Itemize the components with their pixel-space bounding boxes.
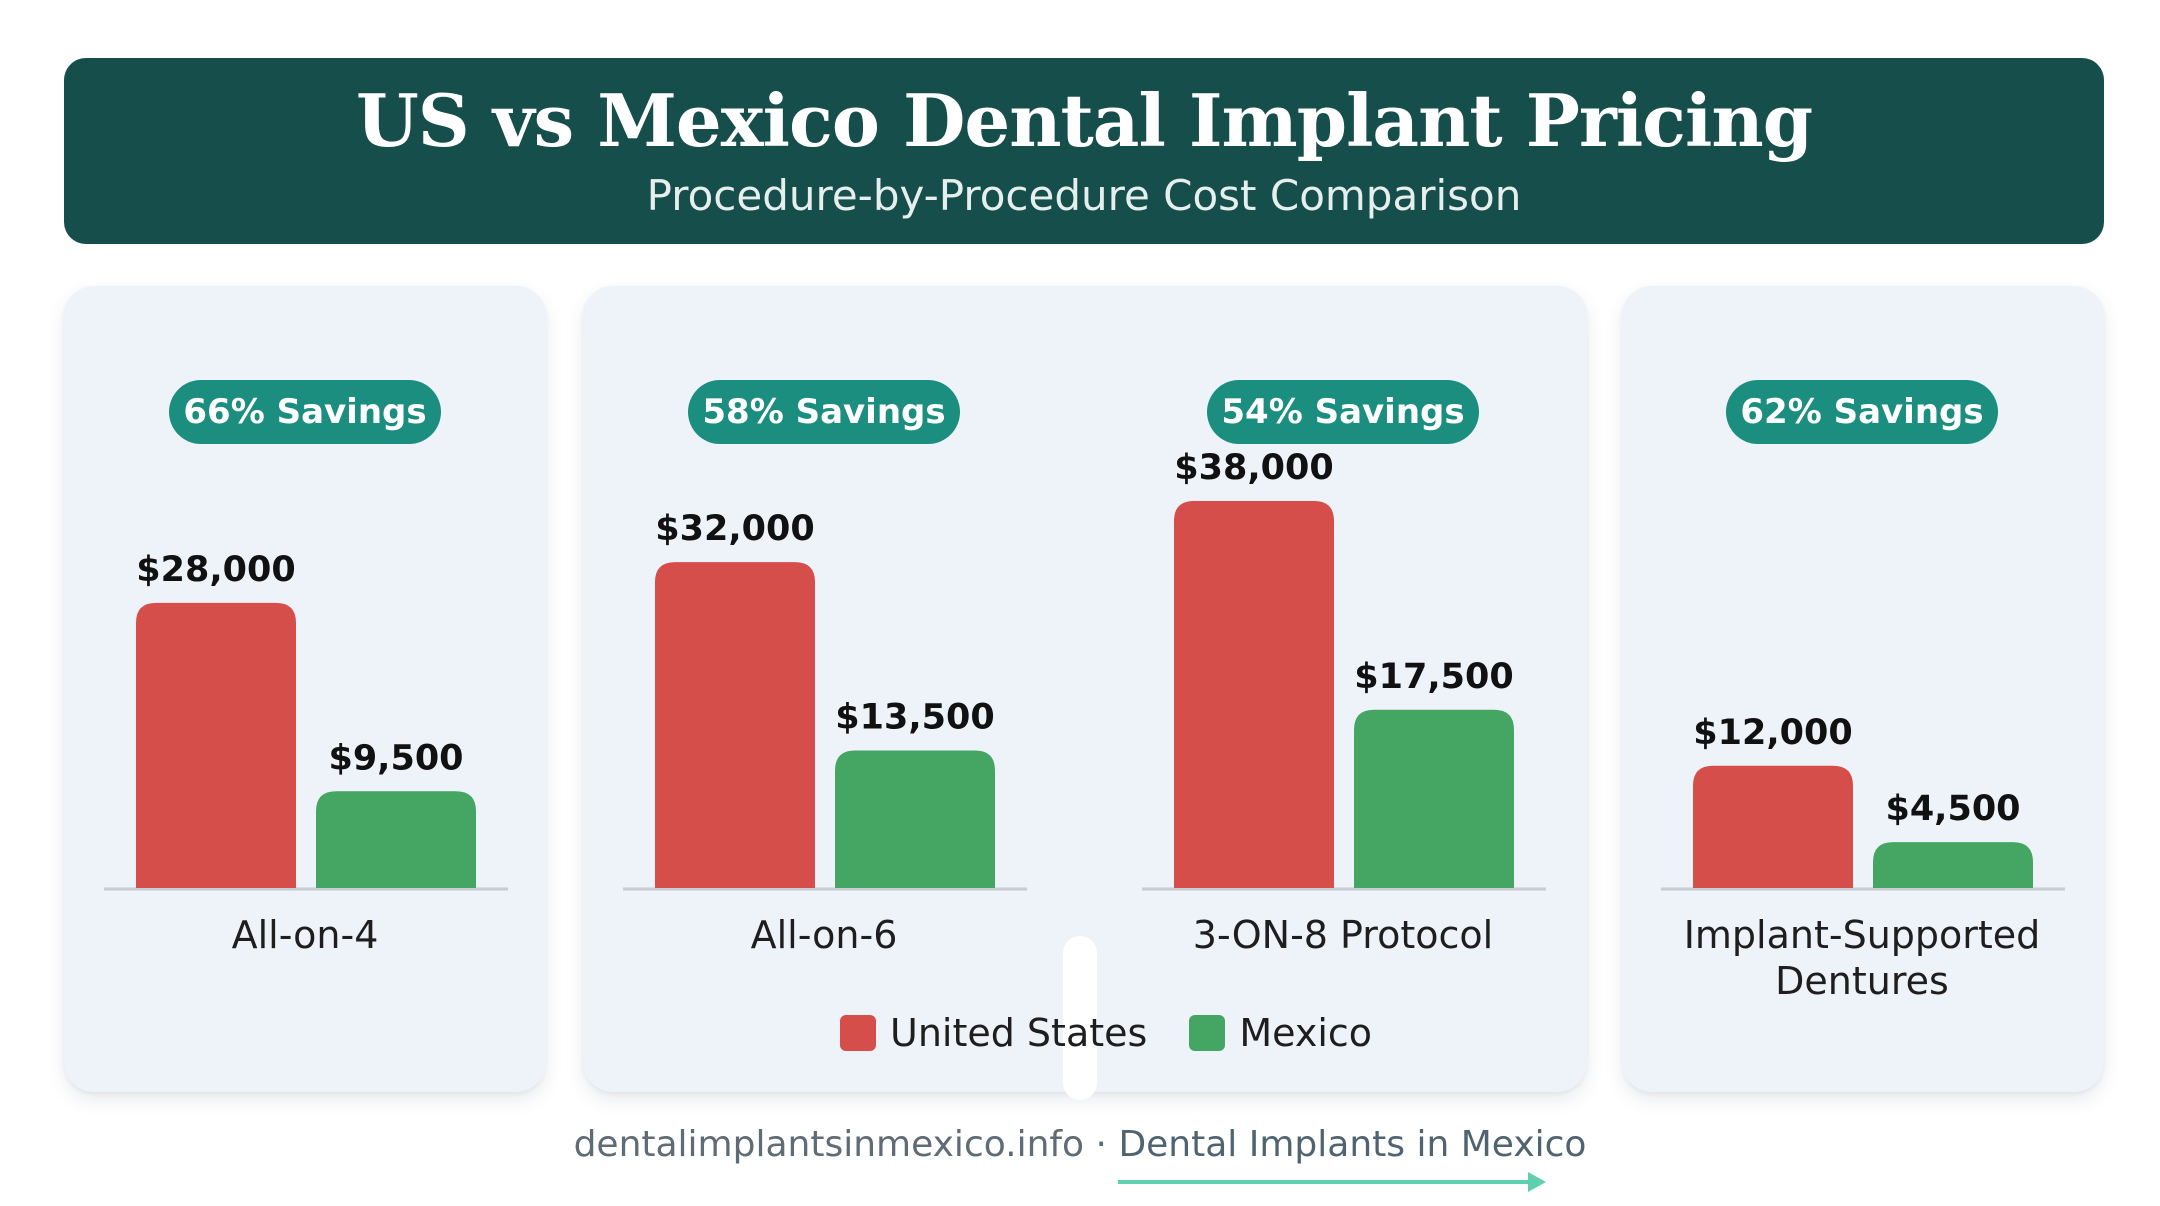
category-label-1: All-on-4: [231, 913, 379, 957]
page-title: US vs Mexico Dental Implant Pricing: [355, 78, 1813, 163]
footer-arrow-icon: [1118, 1172, 1546, 1192]
footer-separator: ·: [1084, 1124, 1119, 1165]
savings-badge-4: 62% Savings: [1726, 380, 1998, 444]
bar-mexico-1: [316, 791, 476, 888]
savings-badge-2: 58% Savings: [688, 380, 960, 444]
legend-item-mexico: Mexico: [1189, 1011, 1372, 1055]
legend-item-us: United States: [840, 1011, 1147, 1055]
bar-us-4: [1693, 765, 1853, 888]
value-label-us-3: $38,000: [1174, 448, 1333, 488]
category-label-4: Implant-Supported Dentures: [1632, 912, 2092, 1004]
footer-site[interactable]: dentalimplantsinmexico.info: [573, 1124, 1085, 1165]
bar-us-3: [1174, 501, 1334, 888]
legend-swatch-mexico: [1189, 1015, 1226, 1051]
savings-badge-3: 54% Savings: [1207, 380, 1479, 444]
category-label-3: 3-ON-8 Protocol: [1192, 913, 1494, 957]
value-label-us-1: $28,000: [136, 550, 295, 590]
page-subtitle: Procedure-by-Procedure Cost Comparison: [646, 171, 1522, 220]
bar-mexico-3: [1354, 709, 1514, 888]
category-label-4-text: Implant-Supported Dentures: [1683, 913, 2041, 1003]
bar-us-2: [655, 562, 815, 888]
value-label-mexico-4: $4,500: [1885, 789, 2020, 829]
title-banner: US vs Mexico Dental Implant Pricing Proc…: [64, 58, 2104, 244]
card-divider: [1063, 936, 1097, 1100]
legend-label-mexico: Mexico: [1239, 1011, 1373, 1055]
legend: United States Mexico: [840, 1010, 1414, 1056]
value-label-mexico-3: $17,500: [1354, 657, 1513, 697]
bar-us-1: [136, 602, 296, 888]
bar-mexico-2: [835, 750, 995, 888]
category-label-2: All-on-6: [750, 913, 898, 957]
value-label-mexico-1: $9,500: [328, 738, 463, 778]
savings-badge-1: 66% Savings: [169, 380, 441, 444]
footer-name[interactable]: Dental Implants in Mexico: [1118, 1124, 1587, 1165]
value-label-us-4: $12,000: [1693, 713, 1852, 753]
value-label-mexico-2: $13,500: [835, 698, 994, 738]
bar-mexico-4: [1873, 842, 2033, 888]
legend-swatch-us: [840, 1015, 876, 1051]
value-label-us-2: $32,000: [655, 509, 814, 549]
footer-credit: dentalimplantsinmexico.info · Dental Imp…: [0, 1124, 2160, 1165]
legend-label-us: United States: [890, 1011, 1148, 1055]
